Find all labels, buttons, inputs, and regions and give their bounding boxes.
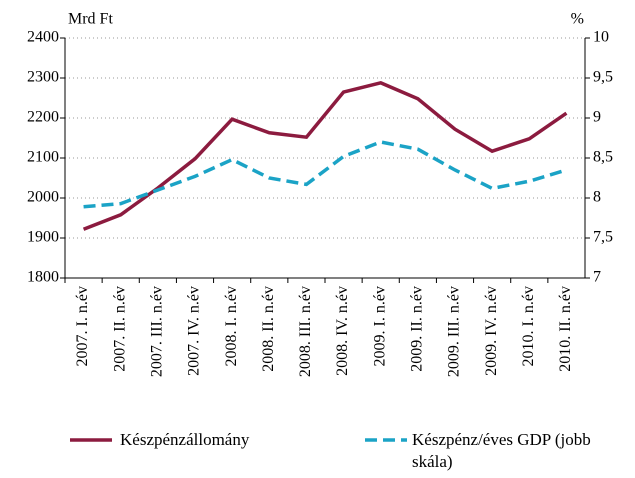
- y2-tick-label: 9,5: [593, 69, 613, 86]
- x-tick-label: 2009. I. n.év: [371, 286, 388, 366]
- x-tick-label: 2007. I. n.év: [74, 286, 91, 366]
- x-tick-label: 2009. IV. n.év: [483, 286, 500, 376]
- x-tick-label: 2008. III. n.év: [297, 286, 314, 377]
- x-tick-label: 2007. III. n.év: [149, 286, 166, 377]
- legend-label: Készpénzállomány: [120, 430, 250, 449]
- x-tick-label: 2010. I. n.év: [520, 286, 537, 366]
- series-line: [82, 80, 568, 231]
- y-tick-label: 1800: [27, 269, 59, 286]
- y-tick-label: 2100: [27, 149, 59, 166]
- x-tick-label: 2009. III. n.év: [446, 286, 463, 377]
- y2-axis-label: %: [571, 11, 584, 28]
- y-tick-label: 2200: [27, 109, 59, 126]
- y2-tick-label: 8,5: [593, 149, 613, 166]
- series-line: [83, 140, 567, 209]
- x-tick-label: 2010. II. n.év: [557, 286, 574, 372]
- x-tick-label: 2008. II. n.év: [260, 286, 277, 372]
- y-tick-label: 1900: [27, 229, 59, 246]
- x-tick-label: 2007. IV. n.év: [186, 286, 203, 376]
- y-axis-label: Mrd Ft: [68, 11, 113, 28]
- y2-tick-label: 7: [593, 269, 601, 286]
- legend-label: Készpénz/éves GDP (jobb skála): [412, 430, 591, 471]
- x-tick-label: 2007. II. n.év: [111, 286, 128, 372]
- y2-tick-label: 10: [593, 29, 609, 46]
- x-tick-label: 2008. I. n.év: [223, 286, 240, 366]
- y-tick-label: 2000: [27, 189, 59, 206]
- x-tick-label: 2009. II. n.év: [409, 286, 426, 372]
- y-tick-label: 2300: [27, 69, 59, 86]
- x-tick-label: 2008. IV. n.év: [334, 286, 351, 376]
- y2-tick-label: 9: [593, 109, 601, 126]
- y2-tick-label: 7,5: [593, 229, 613, 246]
- y-tick-label: 2400: [27, 29, 59, 46]
- y2-tick-label: 8: [593, 189, 601, 206]
